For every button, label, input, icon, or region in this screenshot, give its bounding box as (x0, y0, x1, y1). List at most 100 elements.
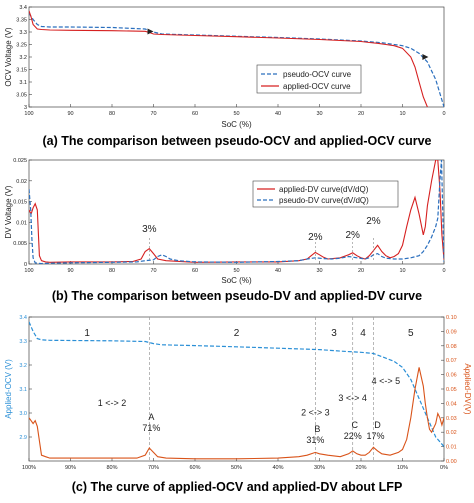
series-line-applied-ocv-curve (29, 10, 428, 107)
x-tick-label: 70 (150, 111, 156, 117)
point-percent: 22% (344, 431, 362, 441)
annotation-label: 2% (345, 230, 360, 241)
y-tick-label: 3.25 (16, 43, 27, 49)
panel-b: 100 90 80 70 60 50 40 30 20 10 00.0250.020.0150.01… (4, 158, 446, 285)
caption-a: (a) The comparison between pseudo-OCV an… (43, 134, 432, 148)
y-tick-label: 3.2 (19, 55, 27, 61)
transition-label: 2 <-> 3 (301, 407, 330, 417)
legend-label: applied-OCV curve (283, 82, 351, 91)
y-tick-label: 0 (24, 262, 27, 268)
x-tick-label: 40 (275, 268, 281, 274)
transition-label: 4 <-> 5 (372, 376, 401, 386)
x-tick-label: 30 (316, 111, 322, 117)
legend-label: applied-DV curve(dV/dQ) (279, 185, 369, 194)
annotation-label: 3% (142, 224, 157, 235)
y-tick-label: 3.4 (19, 315, 27, 321)
y-tick-label: 3.15 (16, 68, 27, 74)
x-tick-label: 60% (189, 465, 200, 471)
x-tick-label: 70 (150, 268, 156, 274)
y-axis-label: DV Voltage (V) (4, 185, 13, 238)
y-tick-label: 3.3 (19, 339, 27, 345)
y-right-tick-label: 0.08 (446, 344, 457, 350)
legend-box (256, 64, 362, 94)
y-right-tick-label: 0.00 (446, 459, 457, 465)
x-tick-label: 80% (106, 465, 117, 471)
x-tick-label: 20% (355, 465, 366, 471)
y-tick-label: 3.1 (19, 80, 27, 86)
y-tick-label: 2.9 (19, 435, 27, 441)
point-percent: 17% (366, 431, 384, 441)
y-right-tick-label: 0.02 (446, 430, 457, 436)
point-percent: 31% (306, 435, 324, 445)
y-tick-label: 3 (24, 105, 27, 111)
x-tick-label: 30 (316, 268, 322, 274)
y-tick-label: 0.02 (16, 179, 27, 185)
series-line-applied-dv-curve-dv-dq (29, 160, 444, 263)
y-tick-label: 3.1 (19, 387, 27, 393)
panel-c: 100% 90% 80% 70% 60% 50% 40% 30% 20% 10% 0% 3.4 3.3 3… (4, 315, 472, 471)
x-tick-label: 20 (358, 268, 364, 274)
y-tick-label: 0.01 (16, 220, 27, 226)
transition-label: 3 <-> 4 (338, 393, 367, 403)
y-right-tick-label: 0.04 (446, 401, 457, 407)
y-right-tick-label: 0.07 (446, 358, 457, 364)
legend-box (252, 180, 399, 208)
point-letter: B (314, 424, 320, 434)
legend-label: pseudo-OCV curve (283, 70, 352, 79)
legend-label: pseudo-DV curve(dV/dQ) (279, 196, 369, 205)
series-line-applied-dv (29, 367, 444, 460)
plot-frame-b (28, 159, 445, 265)
x-tick-label: 40% (272, 465, 283, 471)
annotation-label: 2% (366, 216, 381, 227)
y-right-tick-label: 0.01 (446, 445, 457, 451)
plot-frame-a (28, 6, 445, 108)
x-tick-label: 70% (148, 465, 159, 471)
y-tick-label: 3.4 (19, 5, 27, 11)
y-tick-label: 3.05 (16, 93, 27, 99)
transition-label: 1 <-> 2 (98, 398, 127, 408)
caption-c: (c) The curve of applied-OCV and applied… (72, 480, 403, 494)
x-tick-label: 100 (24, 268, 33, 274)
x-tick-label: 100% (22, 465, 36, 471)
y-right-tick-label: 0.10 (446, 315, 457, 321)
zone-label: 5 (408, 328, 414, 339)
y-right-tick-label: 0.06 (446, 373, 457, 379)
caption-b: (b) The comparison between pseudo-DV and… (52, 289, 422, 303)
y-tick-label: 0.025 (13, 158, 27, 164)
x-tick-label: 80 (109, 111, 115, 117)
zone-label: 2 (234, 328, 240, 339)
point-percent: 71% (142, 423, 160, 433)
y-right-axis-label: Applied-DV(V) (463, 363, 472, 414)
x-tick-label: 50% (231, 465, 242, 471)
y-axis-label: Applied-OCV (V) (4, 359, 13, 419)
x-tick-label: 100 (24, 111, 33, 117)
arrow-marker (422, 54, 429, 60)
y-tick-label: 3.3 (19, 30, 27, 36)
x-tick-label: 50 (233, 111, 239, 117)
panel-a: 100 90 80 70 60 50 40 30 20 10 03.43.353.33.253.23… (4, 5, 446, 129)
y-tick-label: 0.005 (13, 241, 27, 247)
x-tick-label: 80 (109, 268, 115, 274)
series-line-pseudo-ocv-curve (29, 12, 444, 107)
x-axis-label: SoC (%) (221, 276, 252, 285)
series-line-pseudo-dv-curve-dv-dq (29, 160, 444, 264)
x-tick-label: 10% (397, 465, 408, 471)
x-tick-label: 0 (442, 111, 445, 117)
x-tick-label: 60 (192, 111, 198, 117)
x-tick-label: 90 (67, 268, 73, 274)
annotation-label: 2% (308, 232, 323, 243)
y-tick-label: 0.015 (13, 200, 27, 206)
y-right-tick-label: 0.05 (446, 387, 457, 393)
zone-label: 4 (360, 328, 366, 339)
zone-label: 1 (84, 328, 90, 339)
point-letter: C (351, 420, 358, 430)
y-tick-label: 3.35 (16, 18, 27, 24)
y-tick-label: 3.2 (19, 363, 27, 369)
x-tick-label: 60 (192, 268, 198, 274)
zone-label: 3 (331, 328, 337, 339)
x-tick-label: 30% (314, 465, 325, 471)
arrow-marker (147, 28, 154, 35)
x-tick-label: 10 (399, 111, 405, 117)
